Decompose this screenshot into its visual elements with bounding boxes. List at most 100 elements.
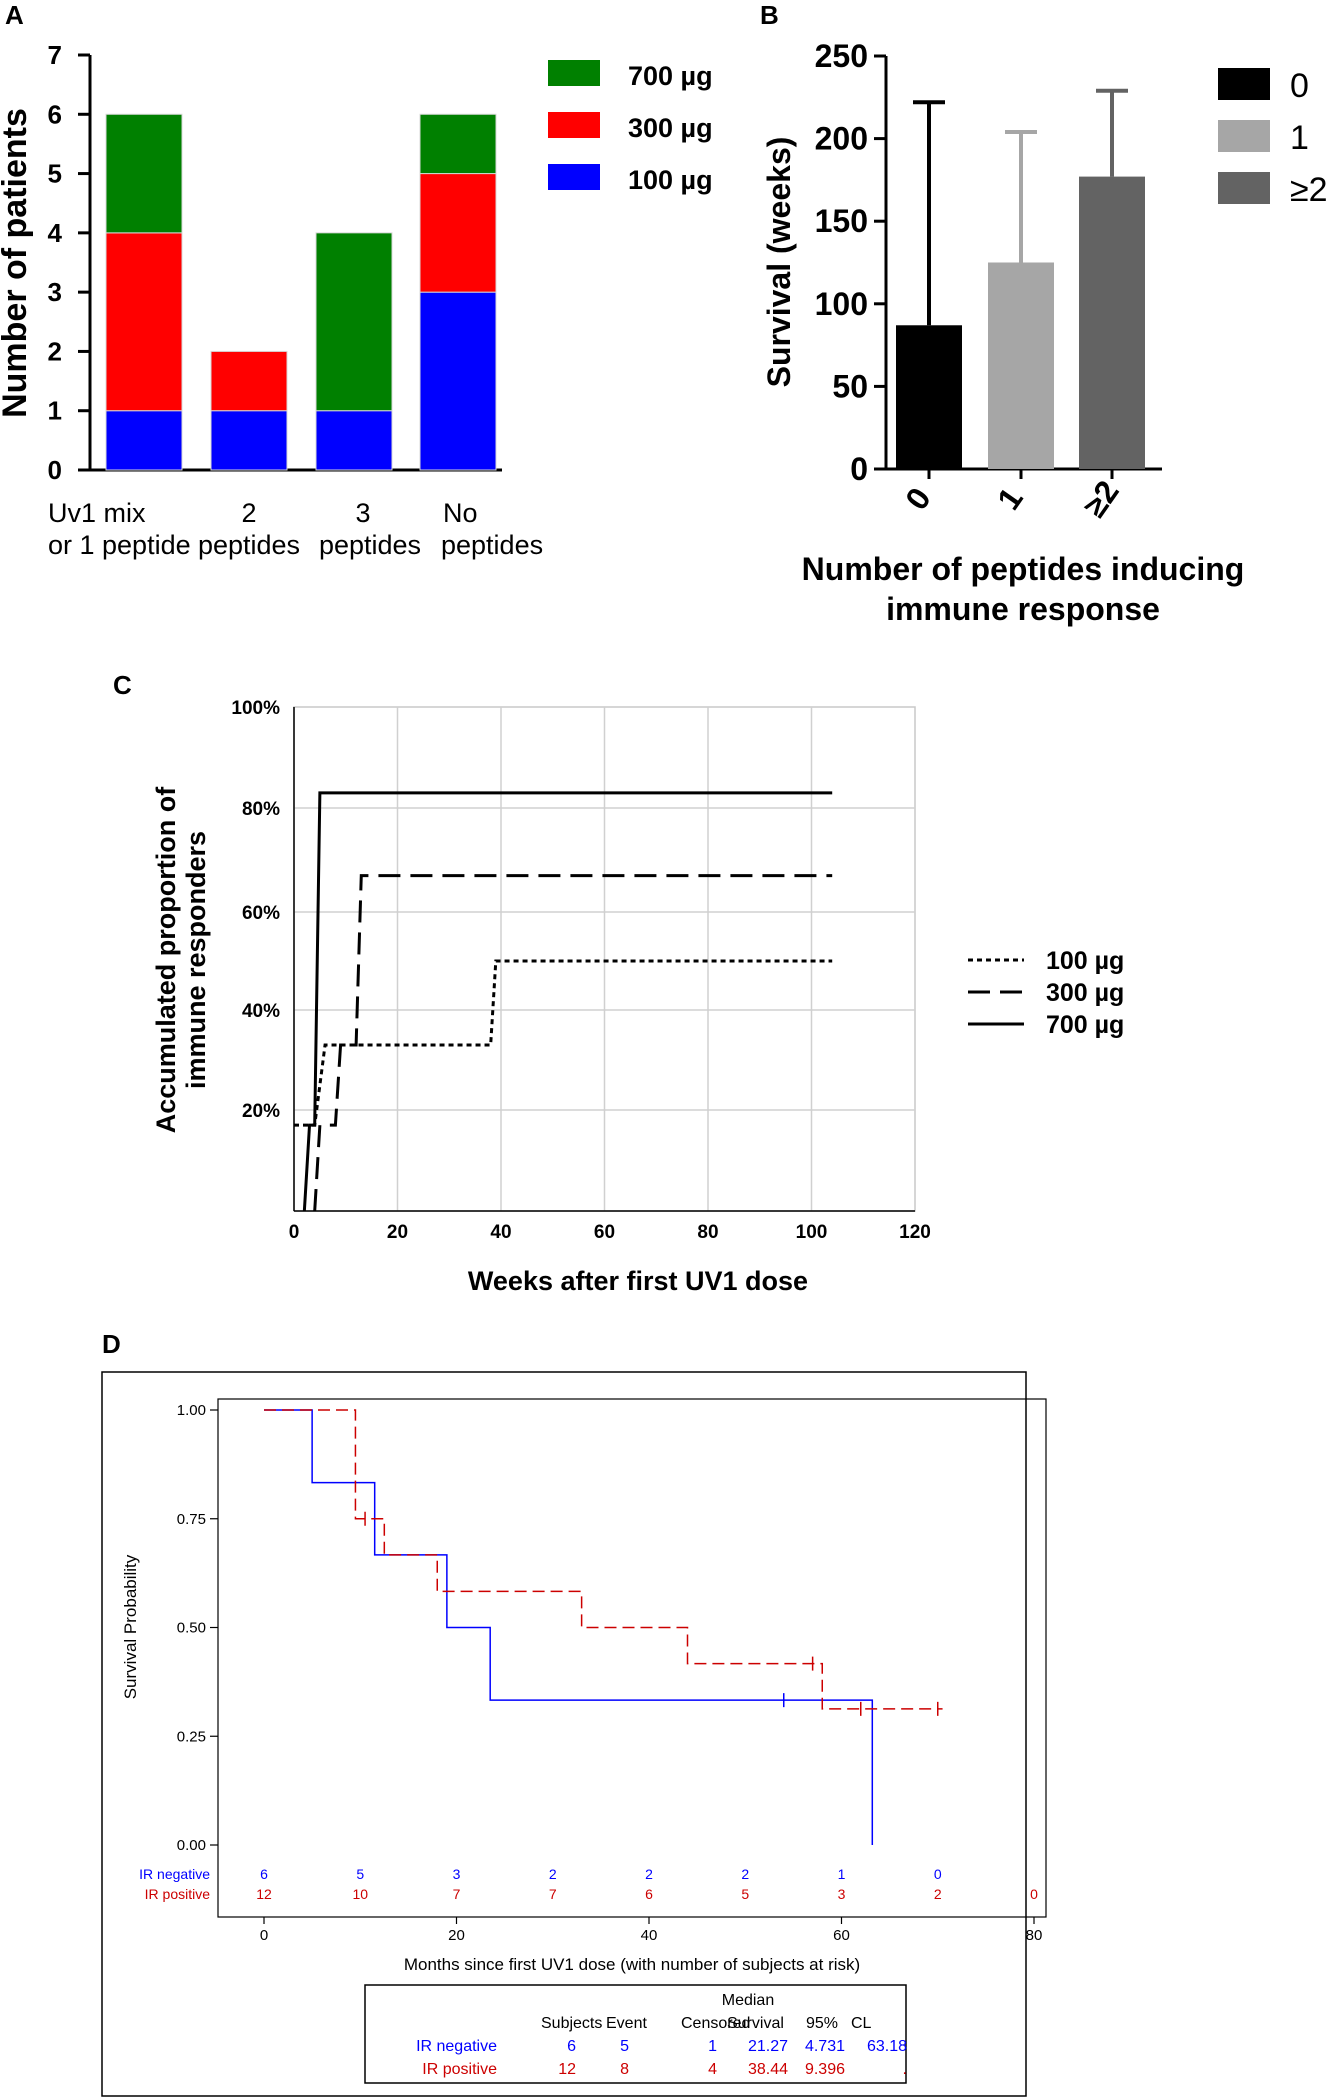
panel-b-x-axis-title-line1: Number of peptides inducing — [802, 551, 1245, 587]
panel-b-y-tick-label: 50 — [832, 368, 868, 404]
panel-c-y-tick-label: 40% — [242, 1001, 280, 1022]
panel-c-x-tick-label: 120 — [899, 1222, 931, 1243]
panel-c-x-axis-title: Weeks after first UV1 dose — [468, 1266, 808, 1296]
panel-b-category-label: 0 — [898, 481, 938, 516]
panel-d-curve-dashed — [264, 1409, 943, 1710]
panel-d-table-cell: 9.396 — [805, 2061, 845, 2078]
panel-d-x-tick-label: 0 — [260, 1927, 268, 1944]
panel-a-category-label: 3 — [355, 498, 370, 528]
panel-d-table-header-cell: Survival — [727, 2015, 784, 2032]
panel-b-bar — [896, 325, 962, 469]
panel-a-category-label: peptides — [319, 530, 421, 560]
panel-a-bar-segment — [315, 232, 393, 412]
panel-a-bar-segment — [419, 291, 497, 471]
panel-c-series-dashed-line — [313, 874, 833, 1212]
panel-b-y-tick-label: 150 — [815, 203, 868, 239]
panel-d-at-risk-count: 2 — [741, 1866, 749, 1882]
panel-d-y-tick-label: 0.75 — [177, 1511, 206, 1528]
panel-b-bar — [1079, 176, 1145, 469]
panel-d-y-tick-label: 1.00 — [177, 1402, 206, 1419]
panel-a-y-tick-label: 1 — [48, 396, 62, 426]
panel-d-plot-frame — [217, 1398, 1047, 1918]
panel-d-table-cell: 8 — [620, 2061, 629, 2078]
panel-a-y-tick-label: 0 — [48, 455, 62, 485]
panel-b-x-axis-title-line2: immune response — [886, 591, 1160, 627]
panel-d-y-tick-label: 0.25 — [177, 1728, 206, 1745]
panel-d-at-risk-count: 2 — [645, 1866, 653, 1882]
panel-d-at-risk-count: 5 — [356, 1866, 364, 1882]
panel-d-table-header-cell: Subjects — [541, 2015, 602, 2032]
panel-b-y-tick-label: 200 — [815, 121, 868, 157]
panel-b-y-tick-label: 100 — [815, 286, 868, 322]
panel-d-at-risk-count: 6 — [645, 1886, 653, 1902]
panel-b-y-tick-label: 250 — [815, 38, 868, 74]
panel-d-table-cell: 4 — [708, 2061, 717, 2078]
panel-d-table-cell: 12 — [558, 2061, 576, 2078]
panel-d-table-cell: IR positive — [422, 2061, 497, 2078]
panel-d-table-header-cell: Event — [606, 2015, 647, 2032]
panel-d-outer-frame — [101, 1371, 1027, 2097]
panel-d-curve-solid — [264, 1409, 874, 1845]
panel-b-bar — [988, 262, 1054, 469]
panel-d-table-header-cell: 95% — [806, 2015, 838, 2032]
panel-a-legend-label: 100 µg — [628, 165, 713, 195]
panel-c-x-tick-label: 0 — [289, 1222, 300, 1243]
panel-b-category-label: ≥2 — [1076, 474, 1126, 524]
panel-b-legend-label: 1 — [1290, 119, 1309, 157]
panel-a-bar-segment — [105, 410, 183, 471]
panel-d-table-cell: 38.44 — [748, 2061, 788, 2078]
panel-c-y-tick-label: 60% — [242, 903, 280, 924]
panel-d-table-cell: 21.27 — [748, 2038, 788, 2055]
panel-a-bar-segment — [315, 410, 393, 471]
panel-d-x-axis-title: Months since first UV1 dose (with number… — [404, 1955, 860, 1974]
panel-d-at-risk-count: 3 — [838, 1886, 846, 1902]
panel-a-y-tick-label: 6 — [48, 99, 62, 129]
panel-d-at-risk-count: 7 — [549, 1886, 557, 1902]
panel-a-bar-segment — [419, 173, 497, 293]
panel-a-bar-segment — [419, 113, 497, 175]
panel-b-legend-label: 0 — [1290, 67, 1309, 105]
panel-a-category-label: Uv1 mix — [48, 498, 146, 528]
panel-c-x-tick-label: 60 — [594, 1222, 615, 1243]
panel-a-y-tick-label: 3 — [48, 277, 62, 307]
panel-d-at-risk-count: 0 — [934, 1866, 942, 1882]
panel-c: C 0 20 40 60 80 100 120 20% 40% 60% 80% 100% Weeks … — [113, 670, 1124, 1296]
panel-d-x-tick-label: 20 — [448, 1927, 465, 1944]
panel-d-at-risk-row-label: IR negative — [139, 1866, 210, 1882]
panel-c-y-tick-label: 20% — [242, 1101, 280, 1122]
panel-d-at-risk-count: 1 — [838, 1866, 846, 1882]
panel-c-series-solid-line — [302, 791, 833, 1212]
panel-b-legend-swatch — [1218, 172, 1270, 204]
panel-b-letter: B — [760, 0, 779, 30]
panel-b-y-tick-label: 0 — [850, 451, 868, 487]
panel-d-at-risk-row-label: IR positive — [145, 1886, 211, 1902]
panel-a-category-label: 2 — [241, 498, 256, 528]
panel-a-category-label: peptides — [441, 530, 543, 560]
panel-d: D 0.000.250.500.751.000 20 40 60 80 IR negat… — [101, 1329, 1047, 2097]
panel-d-y-tick-label: 0.00 — [177, 1837, 206, 1854]
panel-a-legend-swatch — [548, 60, 600, 86]
panel-d-at-risk-count: 12 — [256, 1886, 272, 1902]
panel-d-at-risk-count: 6 — [260, 1866, 268, 1882]
panel-c-x-tick-label: 20 — [387, 1222, 408, 1243]
panel-a-category-label: No — [443, 498, 478, 528]
panel-d-at-risk-count: 10 — [352, 1886, 368, 1902]
panel-d-table-cell: 5 — [620, 2038, 629, 2055]
panel-c-legend-label: 100 µg — [1046, 947, 1124, 975]
panel-c-y-axis-title-line1: Accumulated proportion of — [151, 786, 181, 1134]
panel-a-bar-segment — [210, 410, 288, 471]
panel-a-legend-swatch — [548, 164, 600, 190]
panel-d-at-risk-count: 5 — [741, 1886, 749, 1902]
panel-c-x-tick-label: 40 — [490, 1222, 511, 1243]
panel-a-bar-segment — [210, 350, 288, 412]
panel-d-table-cell: 6 — [567, 2038, 576, 2055]
panel-b-category-label: 1 — [990, 481, 1030, 516]
panel-b-legend-swatch — [1218, 120, 1270, 152]
panel-c-y-tick-label: 100% — [231, 698, 280, 719]
panel-c-series-dotted-line — [294, 959, 833, 1127]
panel-a-y-tick-label: 4 — [48, 218, 63, 248]
panel-a-legend-label: 300 µg — [628, 113, 713, 143]
panel-d-table-header-cell: CL — [851, 2015, 872, 2032]
panel-c-letter: C — [113, 670, 132, 700]
